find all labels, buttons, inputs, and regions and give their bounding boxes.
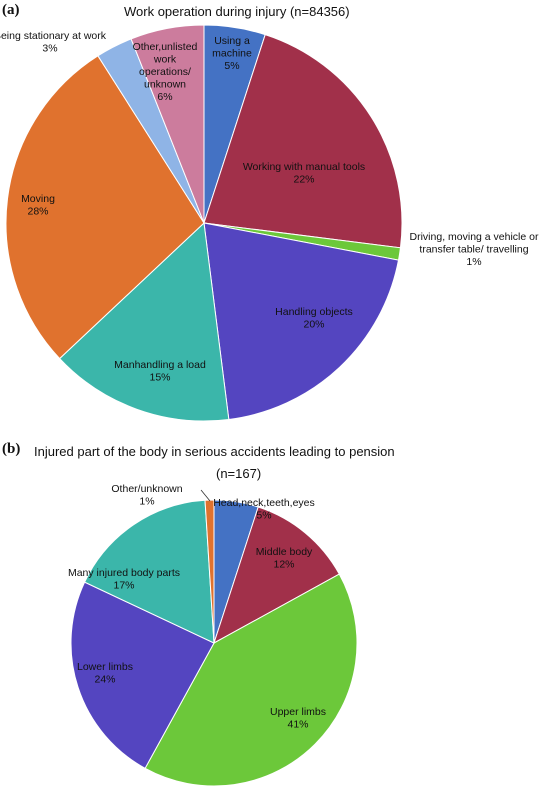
pie-a-label-5-line-0: Moving: [21, 193, 55, 205]
pie-b-label-5: Other/unknown 1%: [111, 483, 182, 508]
chart-b-subtitle: (n=167): [216, 466, 262, 481]
pie-a-label-7-line-2: operations/: [139, 66, 191, 78]
pie-a-label-7-line-4: 6%: [157, 91, 172, 103]
pie-b-label-0-line-0: Head,neck,teeth,eyes: [213, 497, 315, 509]
pie-b-leader-line: [200, 489, 211, 502]
pie-b-label-3-line-0: Lower limbs: [77, 661, 133, 673]
pie-b-label-2: Upper limbs 41%: [270, 706, 326, 731]
pie-b-slice-3: [70, 581, 215, 769]
pie-b-label-5-line-1: 1%: [139, 496, 154, 508]
pie-a-slice-3: [203, 222, 400, 420]
pie-a-label-0: Using a machine 5%: [212, 35, 252, 72]
pie-b-label-1: Middle body 12%: [256, 546, 313, 571]
pie-a-label-1-line-1: 22%: [293, 174, 314, 186]
pie-a-label-1-line-0: Working with manual tools: [243, 161, 365, 173]
pie-a-label-6-line-0: Being stationary at work: [0, 30, 107, 42]
pie-a-label-1: Working with manual tools 22%: [243, 161, 365, 186]
pie-b-label-1-line-1: 12%: [273, 559, 294, 571]
panel-a-letter: (a): [2, 2, 20, 18]
pie-b-label-2-line-1: 41%: [287, 719, 308, 731]
pie-a-label-4-line-1: 15%: [149, 372, 170, 384]
pie-a-slice-1: [203, 34, 403, 249]
pie-a-label-5: Moving 28%: [21, 193, 55, 218]
pie-b-label-2-line-0: Upper limbs: [270, 706, 326, 718]
pie-a-label-7-line-0: Other,unlisted: [133, 41, 198, 53]
pie-a-label-3-line-0: Handling objects: [275, 306, 353, 318]
pie-a-label-0-line-2: 5%: [224, 60, 239, 72]
pie-a-label-2-line-0: Driving, moving a vehicle or: [410, 231, 539, 243]
pie-b-label-0-line-1: 5%: [256, 510, 271, 522]
pie-a-slice-5: [5, 55, 205, 360]
pie-b-slice-1: [213, 506, 340, 645]
pie-a-slice-7: [130, 24, 205, 224]
pie-a-label-6: Being stationary at work 3%: [0, 30, 107, 55]
pie-a-label-0-line-0: Using a: [214, 35, 250, 47]
chart-b-title: Injured part of the body in serious acci…: [34, 444, 395, 459]
pie-a-label-3-line-1: 20%: [303, 319, 324, 331]
pie-b-label-4-line-1: 17%: [113, 580, 134, 592]
pie-b-label-4-line-0: Many injured body parts: [68, 567, 180, 579]
pie-a-label-2-line-1: transfer table/ travelling: [419, 244, 528, 256]
pie-b-label-3: Lower limbs 24%: [77, 661, 133, 686]
pie-a-label-2-line-2: 1%: [466, 256, 481, 268]
pie-b-slice-4: [83, 499, 215, 644]
pie-a-label-7-line-3: unknown: [144, 79, 186, 91]
pie-a-label-4-line-0: Manhandling a load: [114, 359, 206, 371]
pie-a-label-4: Manhandling a load 15%: [114, 359, 206, 384]
pie-a-label-0-line-1: machine: [212, 48, 252, 60]
pie-a-label-5-line-1: 28%: [27, 206, 48, 218]
pie-a-label-6-line-1: 3%: [42, 43, 57, 55]
pie-a-label-7: Other,unlisted work operations/unknown 6%: [133, 41, 198, 103]
pie-b-label-3-line-1: 24%: [94, 674, 115, 686]
chart-a-title: Work operation during injury (n=84356): [124, 4, 350, 19]
pie-b-label-5-line-0: Other/unknown: [111, 483, 182, 495]
pie-a-slice-4: [58, 221, 230, 422]
pie-a-label-3: Handling objects 20%: [275, 306, 353, 331]
pie-a-label-2: Driving, moving a vehicle or transfer tab…: [410, 231, 539, 268]
pie-b-label-0: Head,neck,teeth,eyes 5%: [213, 497, 315, 522]
pie-b-label-4: Many injured body parts 17%: [68, 567, 180, 592]
pie-b-slice-2: [144, 573, 358, 787]
pie-b-label-1-line-0: Middle body: [256, 546, 313, 558]
panel-b-letter: (b): [2, 441, 21, 457]
pie-a-label-7-line-1: work: [153, 54, 177, 66]
